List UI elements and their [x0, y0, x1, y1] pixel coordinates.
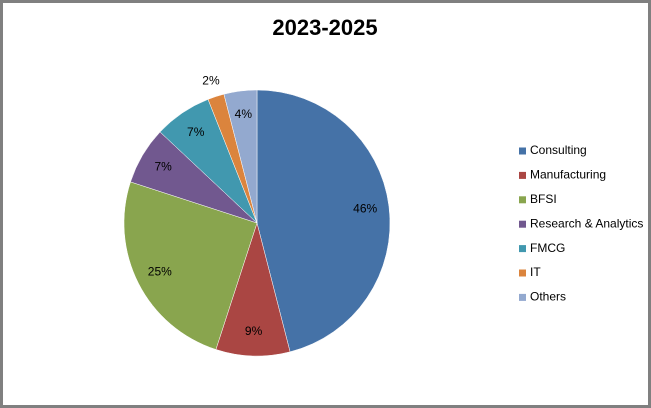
legend-label: Research & Analytics [530, 216, 643, 230]
data-label: 46% [353, 202, 377, 216]
legend-label: Others [530, 290, 566, 304]
legend-swatch [519, 245, 526, 253]
chart-title: 2023-2025 [272, 15, 377, 40]
legend-label: FMCG [530, 241, 565, 255]
legend-label: Consulting [530, 143, 587, 157]
pie-slice [123, 181, 258, 350]
legend-swatch [519, 293, 526, 301]
legend-swatch [519, 196, 526, 204]
legend-swatch [519, 171, 526, 179]
legend-label: BFSI [530, 192, 557, 206]
data-label: 9% [245, 324, 263, 338]
legend-label: Manufacturing [530, 168, 606, 182]
data-label: 2% [202, 74, 220, 88]
legend-swatch [519, 269, 526, 277]
pie-slice [256, 89, 391, 353]
data-label: 7% [154, 160, 172, 174]
legend-swatch [519, 147, 526, 155]
legend-label: IT [530, 265, 541, 279]
data-label: 4% [235, 107, 253, 121]
data-label: 7% [187, 125, 205, 139]
data-label: 25% [148, 265, 172, 279]
pie-slice [223, 89, 258, 224]
legend-swatch [519, 220, 526, 228]
